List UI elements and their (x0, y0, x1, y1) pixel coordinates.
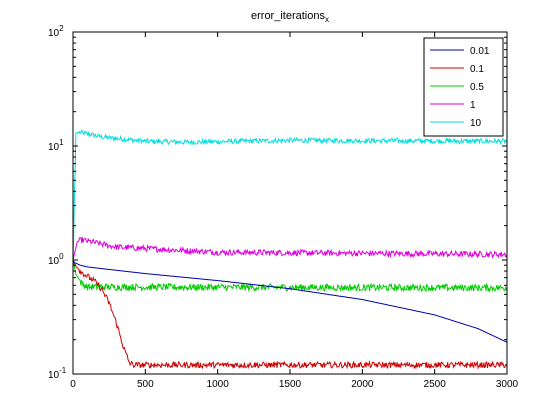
y-tick-label-exponent: 2 (59, 24, 64, 33)
series-line-0_5 (72, 259, 508, 293)
series-line-10 (72, 128, 507, 266)
x-tick-label: 3000 (496, 379, 519, 390)
legend-label: 0.1 (470, 64, 484, 75)
chart-title-subscript: x (325, 15, 329, 24)
y-tick-label-exponent: 0 (59, 252, 64, 261)
x-tick-label: 1500 (279, 379, 302, 390)
x-tick-label: 2500 (424, 379, 447, 390)
y-tick-label-base: 10 (48, 370, 60, 381)
y-tick-label: 10-1 (48, 366, 67, 381)
legend-label: 0.01 (470, 46, 490, 57)
y-tick-label: 102 (48, 24, 64, 39)
y-tick-label-base: 10 (48, 256, 60, 267)
y-tick-label-exponent: -1 (59, 366, 67, 375)
x-tick-label: 2000 (351, 379, 374, 390)
legend-label: 0.5 (470, 82, 484, 93)
legend: 0.01 0.1 0.5 1 10 (423, 37, 504, 137)
y-tick-label-exponent: 1 (59, 138, 64, 147)
x-tick-label: 500 (137, 379, 154, 390)
chart-title-main: error_iterations (251, 10, 325, 22)
legend-label: 10 (470, 118, 482, 129)
y-tick-label: 101 (48, 138, 64, 153)
chart-title: error_iterationsx (251, 10, 329, 24)
y-tick-label-base: 10 (48, 28, 60, 39)
series-line-1 (72, 237, 508, 261)
series-group (72, 128, 508, 370)
series-line-0_1 (72, 259, 508, 370)
y-tick-label-base: 10 (48, 142, 60, 153)
series-line-0_01 (72, 259, 508, 343)
x-tick-label: 0 (70, 379, 76, 390)
legend-box (423, 37, 504, 137)
x-tick-label: 1000 (207, 379, 230, 390)
legend-label: 1 (470, 100, 476, 111)
y-tick-label: 100 (48, 252, 64, 267)
